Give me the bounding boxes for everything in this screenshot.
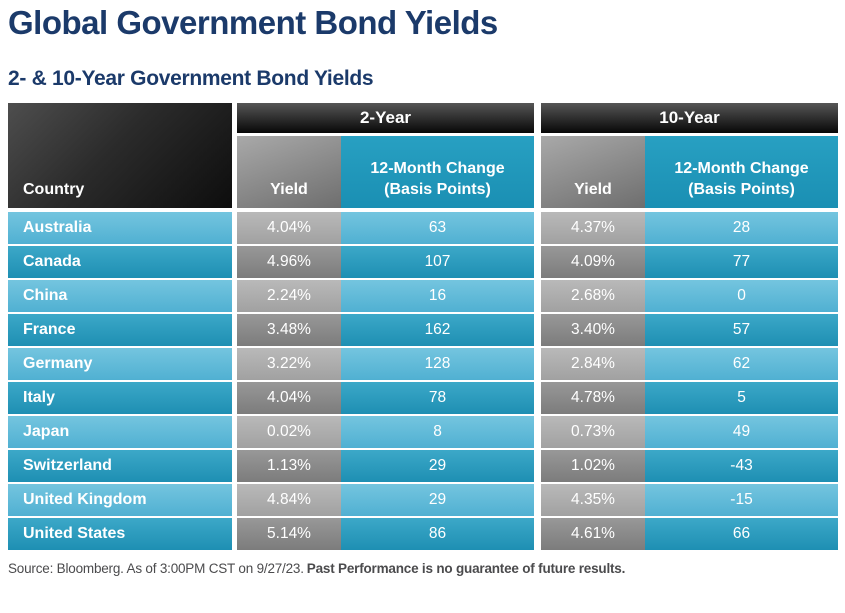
group-gap: [534, 212, 541, 244]
2yr-change-cell: 128: [341, 348, 534, 381]
2yr-yield-cell: 4.04%: [237, 382, 341, 415]
2yr-yield-cell: 5.14%: [237, 518, 341, 551]
2yr-change-cell: 162: [341, 314, 534, 347]
10yr-yield-cell: 4.78%: [541, 382, 645, 415]
10yr-yield-cell: 4.61%: [541, 518, 645, 551]
group-gap: [534, 280, 541, 312]
2yr-yield-cell: 4.96%: [237, 246, 341, 279]
10yr-change-cell: 5: [645, 382, 838, 415]
table-row-france: France 3.48% 162 3.40% 57: [8, 314, 838, 347]
table-row-united-states: United States 5.14% 86 4.61% 66: [8, 518, 838, 551]
change-header-line1: 12-Month Change: [674, 160, 809, 178]
table-body: Australia 4.04% 63 4.37% 28 Canada 4.96%…: [8, 212, 838, 551]
group-gap: [534, 450, 541, 482]
group-gap: [534, 484, 541, 516]
column-header-2yr-yield: Yield: [237, 136, 341, 209]
subheader-2-year: Yield 12-Month Change (Basis Points): [237, 136, 534, 209]
10yr-yield-cell: 2.68%: [541, 280, 645, 313]
country-cell: Japan: [8, 416, 232, 449]
table-row-united-kingdom: United Kingdom 4.84% 29 4.35% -15: [8, 484, 838, 517]
2yr-change-cell: 78: [341, 382, 534, 415]
table-subtitle: 2- & 10-Year Government Bond Yields: [8, 66, 374, 90]
change-header-line2: (Basis Points): [384, 181, 491, 199]
source-text: Source: Bloomberg. As of 3:00PM CST on 9…: [8, 561, 304, 577]
table-row-japan: Japan 0.02% 8 0.73% 49: [8, 416, 838, 449]
table-row-china: China 2.24% 16 2.68% 0: [8, 280, 838, 313]
10yr-yield-cell: 0.73%: [541, 416, 645, 449]
column-header-2yr-change: 12-Month Change (Basis Points): [341, 136, 534, 209]
subheader-10-year: Yield 12-Month Change (Basis Points): [541, 136, 838, 209]
column-header-10yr-yield: Yield: [541, 136, 645, 209]
2yr-yield-cell: 2.24%: [237, 280, 341, 313]
group-gap: [534, 348, 541, 380]
table-row-australia: Australia 4.04% 63 4.37% 28: [8, 212, 838, 245]
country-cell: China: [8, 280, 232, 313]
change-header-line2: (Basis Points): [688, 181, 795, 199]
10yr-yield-cell: 4.09%: [541, 246, 645, 279]
table-row-italy: Italy 4.04% 78 4.78% 5: [8, 382, 838, 415]
10yr-change-cell: 0: [645, 280, 838, 313]
country-cell: Switzerland: [8, 450, 232, 483]
group-gap: [534, 416, 541, 448]
table-row-switzerland: Switzerland 1.13% 29 1.02% -43: [8, 450, 838, 483]
10yr-yield-cell: 4.37%: [541, 212, 645, 245]
2yr-change-cell: 8: [341, 416, 534, 449]
10yr-change-cell: 28: [645, 212, 838, 245]
group-gap: [534, 246, 541, 278]
10yr-change-cell: 77: [645, 246, 838, 279]
column-header-country: Country: [8, 103, 232, 209]
group-gap: [534, 382, 541, 414]
10yr-yield-cell: 3.40%: [541, 314, 645, 347]
change-header-line1: 12-Month Change: [370, 160, 505, 178]
country-cell: United States: [8, 518, 232, 551]
country-cell: Italy: [8, 382, 232, 415]
10yr-yield-cell: 2.84%: [541, 348, 645, 381]
table-header: Country 2-Year 10-Year Yield 12-Month Ch…: [8, 103, 838, 209]
disclaimer-text: Past Performance is no guarantee of futu…: [306, 561, 626, 577]
2yr-change-cell: 16: [341, 280, 534, 313]
group-header-2-year: 2-Year: [237, 103, 534, 134]
10yr-change-cell: 57: [645, 314, 838, 347]
2yr-yield-cell: 0.02%: [237, 416, 341, 449]
country-cell: France: [8, 314, 232, 347]
10yr-change-cell: 62: [645, 348, 838, 381]
10yr-change-cell: 66: [645, 518, 838, 551]
country-cell: Germany: [8, 348, 232, 381]
table-row-germany: Germany 3.22% 128 2.84% 62: [8, 348, 838, 381]
column-header-10yr-change: 12-Month Change (Basis Points): [645, 136, 838, 209]
2yr-yield-cell: 3.22%: [237, 348, 341, 381]
2yr-yield-cell: 4.84%: [237, 484, 341, 517]
bond-yields-table: Country 2-Year 10-Year Yield 12-Month Ch…: [8, 103, 838, 551]
group-gap: [534, 518, 541, 550]
2yr-change-cell: 29: [341, 484, 534, 517]
table-row-canada: Canada 4.96% 107 4.09% 77: [8, 246, 838, 279]
page-title: Global Government Bond Yields: [8, 4, 498, 41]
group-gap: [534, 314, 541, 346]
2yr-change-cell: 86: [341, 518, 534, 551]
country-cell: Canada: [8, 246, 232, 279]
2yr-yield-cell: 3.48%: [237, 314, 341, 347]
10yr-change-cell: 49: [645, 416, 838, 449]
2yr-change-cell: 29: [341, 450, 534, 483]
2yr-change-cell: 107: [341, 246, 534, 279]
10yr-change-cell: -15: [645, 484, 838, 517]
2yr-yield-cell: 1.13%: [237, 450, 341, 483]
10yr-change-cell: -43: [645, 450, 838, 483]
country-cell: United Kingdom: [8, 484, 232, 517]
10yr-yield-cell: 4.35%: [541, 484, 645, 517]
country-cell: Australia: [8, 212, 232, 245]
2yr-change-cell: 63: [341, 212, 534, 245]
source-note: Source: Bloomberg. As of 3:00PM CST on 9…: [8, 561, 838, 576]
group-header-10-year: 10-Year: [541, 103, 838, 134]
2yr-yield-cell: 4.04%: [237, 212, 341, 245]
10yr-yield-cell: 1.02%: [541, 450, 645, 483]
page: Global Government Bond Yields 2- & 10-Ye…: [8, 4, 838, 576]
